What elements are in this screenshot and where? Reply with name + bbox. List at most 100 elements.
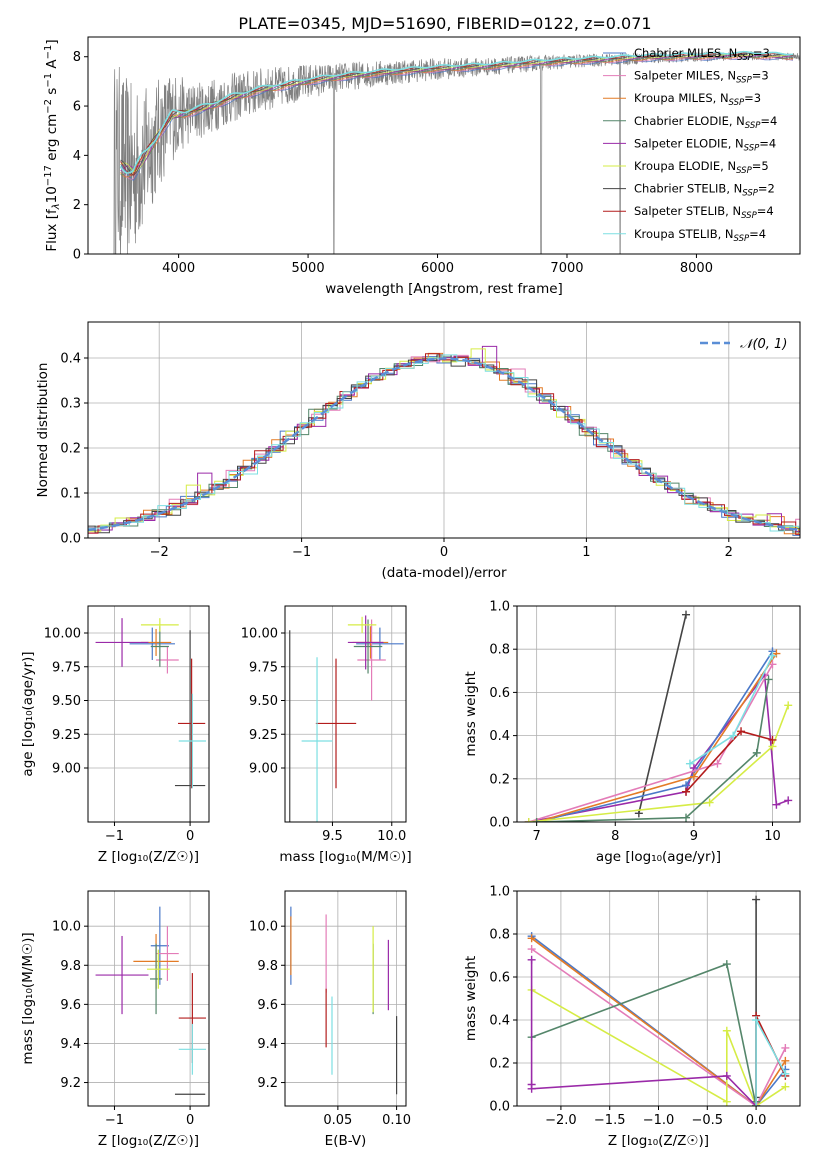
residuals-xtick-label-3: 1 [582, 545, 590, 560]
mass_vs_Z-xtick-label-1: 0 [186, 1113, 194, 1128]
massweight_vs_age-line-salpeter_elodie [528, 672, 789, 822]
residuals-hist-kroupa_miles [88, 352, 800, 535]
residuals-hist-kroupa_stelib [88, 354, 800, 532]
massweight_vs_age-marker-kroupa_elodie-1 [705, 798, 714, 807]
spectrum-ytick-label-0: 0 [73, 248, 81, 263]
mass_vs_ebv-ytick-label-3: 9.8 [257, 959, 278, 974]
massweight_vs_Z-line-chabrier_elodie [531, 963, 757, 1106]
spectrum-ylabel-part: erg cm [44, 114, 60, 165]
spectrum-ylabel-part: s [44, 88, 60, 99]
massweight_vs_age-line-kroupa_elodie [528, 705, 789, 822]
legend-text-part: =3 [753, 46, 770, 60]
residuals-xtick-label-1: −1 [292, 545, 311, 560]
mass_vs_Z-frame [87, 890, 210, 1107]
massweight_vs_age-line-chabrier_elodie [536, 679, 770, 822]
massweight_vs_Z-ylabel: mass weight [463, 956, 479, 1041]
massweight_vs_Z-ytick-label-3: 0.6 [489, 971, 510, 986]
massweight_vs_age-xtick-label-3: 10 [764, 829, 781, 844]
massweight_vs_age-plot-area [524, 610, 793, 822]
spectrum-legend-label-1: Salpeter MILES, NSSP=3 [634, 69, 769, 86]
massweight_vs_Z-marker-chabrier_stelib-1 [752, 895, 761, 904]
massweight_vs_age-marker-kroupa_stelib-1 [729, 731, 738, 740]
figure-title: PLATE=0345, MJD=51690, FIBERID=0122, z=0… [238, 14, 651, 33]
spectrum-ylabel-part: 10 [44, 186, 60, 203]
legend-text-part: Chabrier STELIB, N [634, 182, 742, 196]
spectrum-legend-label-6: Chabrier STELIB, NSSP=2 [634, 182, 775, 199]
massweight_vs_Z-xtick-label-3: −0.5 [692, 1113, 724, 1128]
legend-text-part: Salpeter ELODIE, N [634, 136, 744, 150]
massweight_vs_Z-ytick-label-1: 0.2 [489, 1057, 510, 1072]
spectrum-model-kroupa_stelib [119, 51, 794, 174]
spectrum-legend-label-5: Kroupa ELODIE, NSSP=5 [634, 159, 769, 176]
legend-text-part: Chabrier ELODIE, N [634, 114, 745, 128]
spectrum-ytick-label-4: 8 [73, 50, 81, 65]
spectrum-legend-label-7: Salpeter STELIB, NSSP=4 [634, 204, 774, 221]
massweight_vs_age-marker-salpeter_elodie-5 [784, 796, 793, 805]
spectrum-legend-label-8: Kroupa STELIB, NSSP=4 [634, 227, 766, 244]
massweight_vs_age-marker-kroupa_stelib-2 [768, 651, 777, 660]
legend-text-part: =3 [752, 69, 769, 83]
massweight_vs_Z-marker-salpeter_elodie-0 [527, 955, 536, 964]
massweight_vs_Z-line-chabrier_miles [531, 935, 787, 1106]
massweight_vs_Z-marker-kroupa_stelib-1 [752, 1016, 761, 1024]
mass-vs-metallicity-panel: −1 0 9.2 9.4 9.6 9.8 10.0 Z [log₁₀(Z/Z☉)] mass [… [20, 890, 210, 1149]
legend-text-part: =5 [752, 159, 769, 173]
mass_vs_Z-ytick-label-1: 9.4 [60, 1037, 81, 1052]
spectrum-xtick-label-2: 6000 [421, 261, 454, 276]
mass_vs_ebv-ytick-label-4: 10.0 [249, 920, 278, 935]
spectrum-xlabel: wavelength [Angstrom, rest frame] [325, 281, 563, 297]
spectrum-ytick-label-3: 6 [73, 100, 81, 115]
spectrum-xtick-label-3: 7000 [550, 261, 583, 276]
massweight_vs_age-marker-chabrier_elodie-1 [682, 813, 691, 822]
spectrum-plot-area [113, 50, 800, 254]
massweight_vs_age-marker-chabrier_elodie-2 [752, 748, 761, 757]
age_vs_Z-xlabel: Z [log₁₀(Z/Z☉)] [98, 849, 199, 865]
legend-text-part: SSP [737, 53, 753, 63]
legend-text-part: SSP [734, 234, 750, 244]
spectrum-xtick-label-0: 4000 [162, 261, 195, 276]
massweight_vs_age-xtick-label-0: 7 [533, 829, 541, 844]
mass-weight-vs-metallicity-panel: −2.0 −1.5 −1.0 −0.5 0.0 0.0 0.2 0.4 0.6 0.8 1.0 Z [… [463, 885, 801, 1149]
massweight_vs_Z-marker-kroupa_miles-0 [527, 934, 536, 943]
age_vs_mass-ytick-label-3: 9.75 [249, 660, 278, 675]
massweight_vs_age-marker-salpeter_stelib-0 [682, 787, 691, 796]
massweight_vs_Z-marker-salpeter_miles-0 [527, 945, 536, 954]
massweight_vs_Z-marker-salpeter_elodie-3 [722, 1071, 731, 1080]
massweight_vs_Z-marker-kroupa_elodie-1 [722, 1097, 731, 1106]
age_vs_Z-xtick-label-1: 0 [186, 829, 194, 844]
massweight_vs_Z-xtick-label-2: −1.0 [643, 1113, 675, 1128]
age_vs_mass-plot-area [289, 615, 404, 822]
spectrum-legend-label-2: Kroupa MILES, NSSP=3 [634, 91, 761, 108]
massweight_vs_Z-plot-area [527, 895, 790, 1106]
legend-text-part: =4 [757, 204, 774, 218]
age_vs_Z-ytick-label-1: 9.25 [52, 728, 81, 743]
massweight_vs_Z-ytick-label-0: 0.0 [489, 1100, 510, 1115]
mass_vs_ebv-ytick-label-2: 9.6 [257, 998, 278, 1013]
massweight_vs_age-ylabel: mass weight [463, 671, 479, 756]
mass_vs_ebv-xtick-label-0: 0.05 [323, 1113, 352, 1128]
massweight_vs_Z-line-salpeter_elodie [530, 959, 757, 1106]
legend-text-part: SSP [741, 211, 757, 221]
massweight_vs_age-xtick-label-1: 8 [611, 829, 619, 844]
mass_vs_Z-ytick-label-0: 9.2 [60, 1076, 81, 1091]
massweight_vs_Z-marker-salpeter_elodie-2 [527, 1084, 536, 1093]
mass_vs_Z-ytick-label-4: 10.0 [52, 920, 81, 935]
residuals-normal-curve [88, 357, 800, 532]
spectrum-ylabel-part: −2 [43, 99, 54, 114]
spectrum-ylabel-part: λ [51, 203, 62, 210]
massweight_vs_age-ytick-label-4: 0.8 [489, 643, 510, 658]
mass_vs_ebv-ytick-label-0: 9.2 [257, 1076, 278, 1091]
age_vs_mass-ytick-label-1: 9.25 [249, 728, 278, 743]
age_vs_Z-ytick-label-0: 9.00 [52, 762, 81, 777]
residuals-ytick-label-4: 0.4 [60, 352, 81, 367]
mass_vs_Z-xlabel: Z [log₁₀(Z/Z☉)] [98, 1133, 199, 1149]
spectrum-legend-label-3: Chabrier ELODIE, NSSP=4 [634, 114, 777, 131]
massweight_vs_age-frame [516, 605, 801, 823]
age-vs-metallicity-panel: −1 0 9.00 9.25 9.50 9.75 10.00 Z [log₁₀(Z/Z☉)] a… [20, 605, 210, 865]
massweight_vs_age-marker-kroupa_miles-1 [689, 772, 698, 781]
spectrum-ylabel: Flux [fλ10−17 erg cm−2 s−1 A−1] [43, 39, 62, 251]
spectrum-ylabel-part: ] [44, 39, 60, 44]
spectrum-legend-label-4: Salpeter ELODIE, NSSP=4 [634, 136, 776, 153]
residuals-ytick-label-3: 0.3 [60, 397, 81, 412]
